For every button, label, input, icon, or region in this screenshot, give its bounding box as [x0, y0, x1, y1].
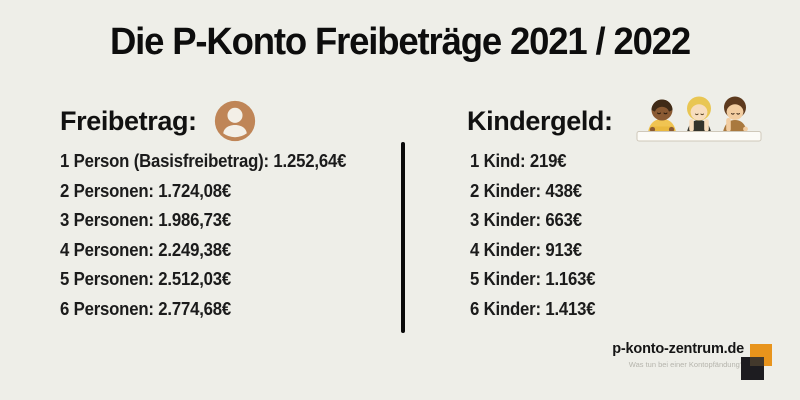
freibetrag-list: 1 Person (Basisfreibetrag): 1.252,64€ 2 …	[60, 147, 346, 325]
list-item: 3 Personen: 1.986,73€	[60, 210, 232, 231]
brand-name: p-konto-zentrum.de	[612, 341, 744, 357]
list-item: 3 Kinder: 663€	[470, 210, 582, 231]
kindergeld-heading: Kindergeld:	[467, 105, 613, 136]
children-illustration	[636, 96, 762, 142]
list-item: 2 Personen: 1.724,08€	[60, 180, 232, 201]
freibetrag-header: Freibetrag:	[60, 99, 256, 143]
list-item: 6 Kinder: 1.413€	[470, 298, 596, 319]
list-item: 5 Kinder: 1.163€	[470, 269, 596, 290]
person-avatar-icon	[214, 100, 255, 142]
vertical-divider	[401, 142, 405, 333]
freibetrag-heading: Freibetrag:	[60, 105, 197, 136]
list-item: 1 Kind: 219€	[470, 151, 567, 171]
kindergeld-list: 1 Kind: 219€ 2 Kinder: 438€ 3 Kinder: 66…	[470, 147, 596, 325]
page-title: Die P-Konto Freibeträge 2021 / 2022	[109, 21, 691, 63]
list-item: 2 Kinder: 438€	[470, 180, 582, 201]
kindergeld-header: Kindergeld:	[467, 99, 613, 143]
list-item: 4 Kinder: 913€	[470, 239, 582, 260]
brand-squares-icon	[741, 344, 776, 380]
footer-logo: p-konto-zentrum.de Was tun bei einer Kon…	[590, 341, 744, 369]
list-item: 1 Person (Basisfreibetrag): 1.252,64€	[60, 151, 347, 171]
list-item: 6 Personen: 2.774,68€	[60, 298, 232, 319]
list-item: 5 Personen: 2.512,03€	[60, 269, 232, 290]
list-item: 4 Personen: 2.249,38€	[60, 239, 232, 260]
brand-tagline: Was tun bei einer Kontopfändung?	[628, 360, 744, 369]
overlap-square	[750, 357, 764, 366]
